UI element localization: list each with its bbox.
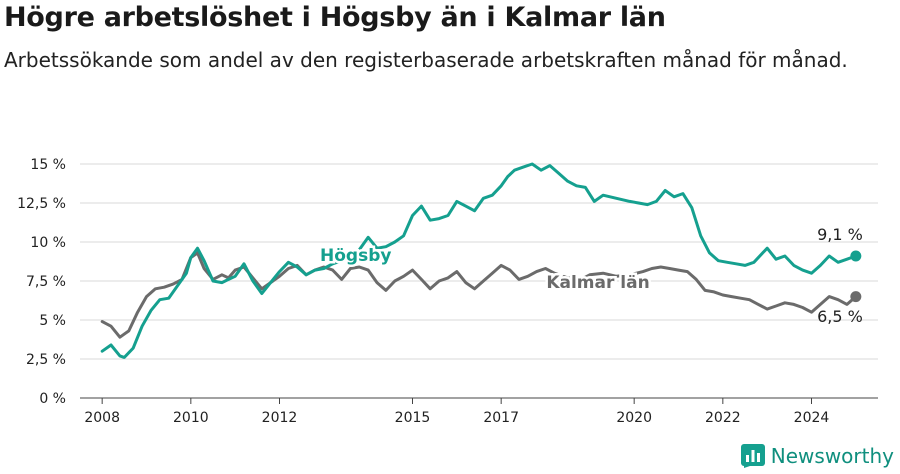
x-tick-label: 2015	[395, 410, 431, 426]
bar-chart-logo-icon	[740, 444, 765, 468]
chart-title: Högre arbetslöshet i Högsby än i Kalmar …	[4, 2, 666, 33]
series-end-point	[850, 250, 862, 262]
y-tick-label: 0 %	[39, 391, 66, 407]
x-tick-label: 2008	[84, 410, 120, 426]
brand-name: Newsworthy	[770, 444, 894, 468]
series-line-hogsby	[100, 162, 858, 359]
y-tick-label: 15 %	[30, 157, 66, 173]
x-tick-label: 2020	[616, 410, 652, 426]
gridlines	[80, 163, 878, 360]
y-tick-label: 12,5 %	[17, 196, 66, 212]
x-tick-label: 2010	[173, 410, 209, 426]
series-end-label-hogsby: 9,1 %	[817, 225, 863, 244]
x-tick-label: 2012	[262, 410, 298, 426]
x-axis: 2008 2010 2012 2015 2017 2020 2022 2024	[80, 397, 878, 426]
series-end-point	[850, 291, 862, 303]
chart-subtitle: Arbetssökande som andel av den registerb…	[4, 48, 848, 72]
x-tick-label: 2017	[483, 410, 519, 426]
series-label-kalmar-lan: Kalmar län	[546, 273, 649, 293]
y-axis-ticks: 0 % 2,5 % 5 % 7,5 % 10 % 12,5 % 15 %	[17, 157, 66, 407]
x-tick-label: 2022	[705, 410, 741, 426]
series-labels: Kalmar län 6,5 % Högsby 9,1 %	[318, 225, 863, 326]
x-tick-label: 2024	[794, 410, 830, 426]
series-end-label-kalmar-lan: 6,5 %	[817, 307, 863, 326]
y-tick-label: 10 %	[30, 235, 66, 251]
series-lines	[100, 162, 862, 359]
y-tick-label: 7,5 %	[26, 274, 66, 290]
y-tick-label: 5 %	[39, 313, 66, 329]
series-label-hogsby: Högsby	[320, 246, 391, 266]
series-line-kalmar-lan	[100, 251, 858, 339]
y-tick-label: 2,5 %	[26, 352, 66, 368]
newsworthy-logo: Newsworthy	[740, 444, 894, 468]
